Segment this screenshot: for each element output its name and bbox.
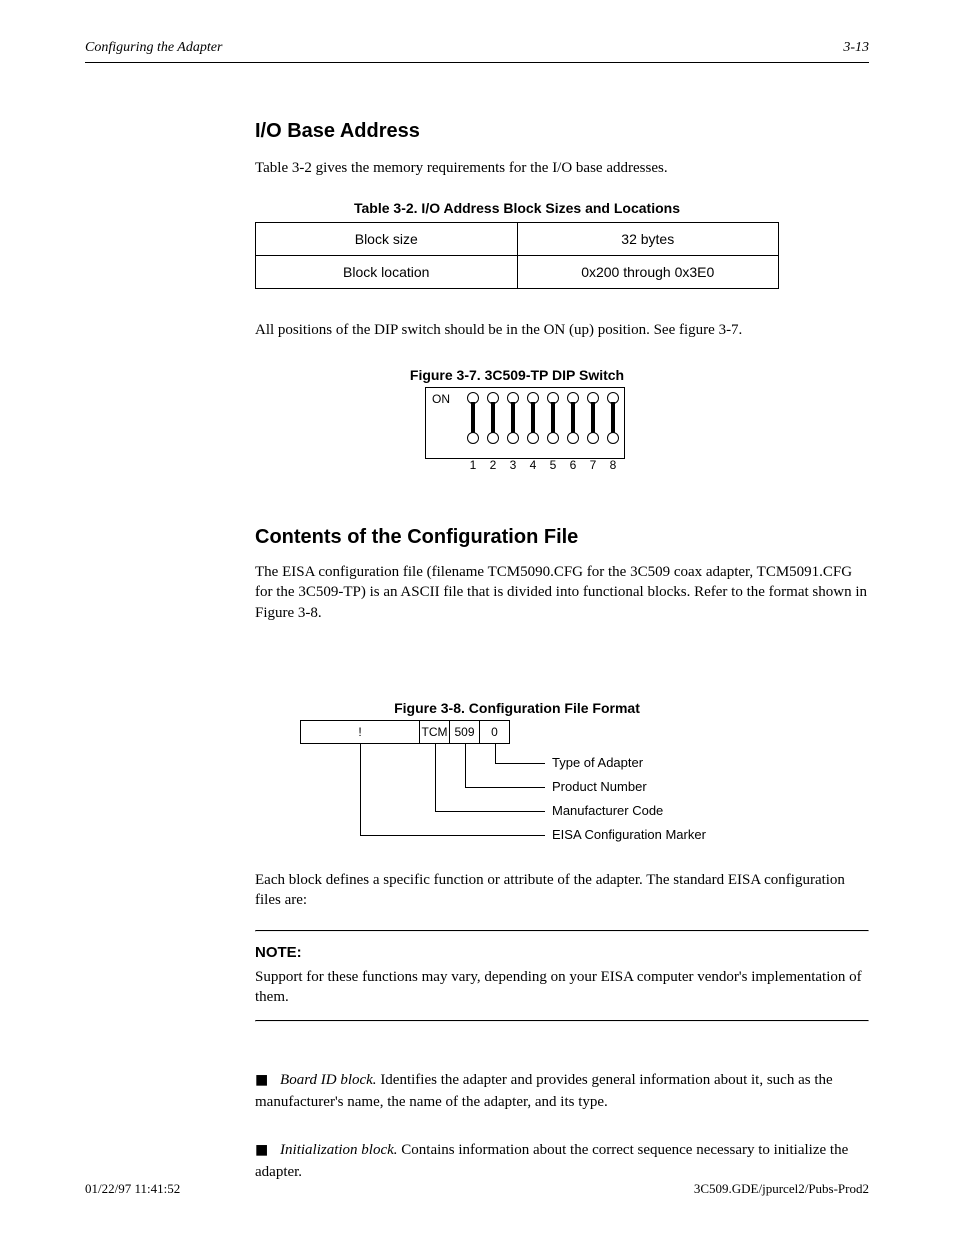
- bf-anno-mfr: Manufacturer Code: [552, 803, 663, 818]
- dip-switch-5: 5: [546, 392, 560, 454]
- dip-switch-8: 8: [606, 392, 620, 454]
- dip-on-label: ON: [432, 392, 450, 406]
- cell-block-loc-label: Block location: [256, 256, 518, 289]
- bullet-term-init: Initialization block.: [280, 1142, 398, 1158]
- bullet-term-boardid: Board ID block.: [280, 1072, 377, 1088]
- bf-cell-tcm: TCM: [420, 720, 450, 744]
- dip-switch-2: 2: [486, 392, 500, 454]
- figure-3-7-caption: Figure 3-7. 3C509-TP DIP Switch: [255, 367, 779, 383]
- note-rule-top: [255, 930, 869, 932]
- note-block: NOTE: Support for these functions may va…: [255, 930, 869, 1022]
- after-fig-text: Each block defines a specific function o…: [255, 870, 869, 911]
- dip-switch-3: 3: [506, 392, 520, 454]
- dip-text: All positions of the DIP switch should b…: [255, 320, 869, 340]
- table-io-address: Block size 32 bytes Block location 0x200…: [255, 222, 779, 289]
- section-title-iobase: I/O Base Address: [255, 120, 420, 143]
- configfile-para: The EISA configuration file (filename TC…: [255, 562, 869, 623]
- figure-3-8-caption: Figure 3-8. Configuration File Format: [255, 700, 779, 716]
- header-right: 3-13: [843, 40, 869, 56]
- bullet-board-id: ■ Board ID block. Identifies the adapter…: [255, 1062, 869, 1112]
- table-row: Block size 32 bytes: [256, 223, 779, 256]
- footer-right: 3C509.GDE/jpurcel2/Pubs-Prod2: [694, 1181, 869, 1197]
- note-title: NOTE:: [255, 944, 869, 961]
- bullet-init: ■ Initialization block. Contains informa…: [255, 1132, 869, 1182]
- table-3-2-caption: Table 3-2. I/O Address Block Sizes and L…: [255, 200, 779, 216]
- dip-switch-diagram: ON 1 2 3 4 5 6 7 8: [425, 387, 625, 459]
- bf-anno-eisa: EISA Configuration Marker: [552, 827, 706, 842]
- bf-cell-bang: !: [300, 720, 420, 744]
- note-body: Support for these functions may vary, de…: [255, 967, 869, 1008]
- section-title-configfile: Contents of the Configuration File: [255, 526, 578, 549]
- bf-callouts: Type of Adapter Product Number Manufactu…: [300, 744, 540, 844]
- bf-anno-product: Product Number: [552, 779, 647, 794]
- footer-left: 01/22/97 11:41:52: [85, 1181, 180, 1197]
- header-rule: [85, 62, 869, 63]
- cell-block-loc-value: 0x200 through 0x3E0: [517, 256, 779, 289]
- dip-switch-4: 4: [526, 392, 540, 454]
- note-rule-bottom: [255, 1020, 869, 1022]
- cell-block-size-label: Block size: [256, 223, 518, 256]
- config-filename-diagram: ! TCM 509 0 Type of Adapter Product Numb…: [300, 720, 540, 845]
- bf-cell-0: 0: [480, 720, 510, 744]
- running-header: Configuring the Adapter 3-13: [85, 40, 869, 56]
- bf-cell-509: 509: [450, 720, 480, 744]
- page: Configuring the Adapter 3-13 I/O Base Ad…: [0, 0, 954, 1235]
- dip-switch-7: 7: [586, 392, 600, 454]
- header-left: Configuring the Adapter: [85, 40, 222, 56]
- table-row: Block location 0x200 through 0x3E0: [256, 256, 779, 289]
- bf-anno-type: Type of Adapter: [552, 755, 643, 770]
- cell-block-size-value: 32 bytes: [517, 223, 779, 256]
- footer: 01/22/97 11:41:52 3C509.GDE/jpurcel2/Pub…: [85, 1181, 869, 1197]
- dip-switch-1: 1: [466, 392, 480, 454]
- iobase-intro: Table 3-2 gives the memory requirements …: [255, 158, 869, 178]
- bf-row: ! TCM 509 0: [300, 720, 540, 744]
- dip-switch-6: 6: [566, 392, 580, 454]
